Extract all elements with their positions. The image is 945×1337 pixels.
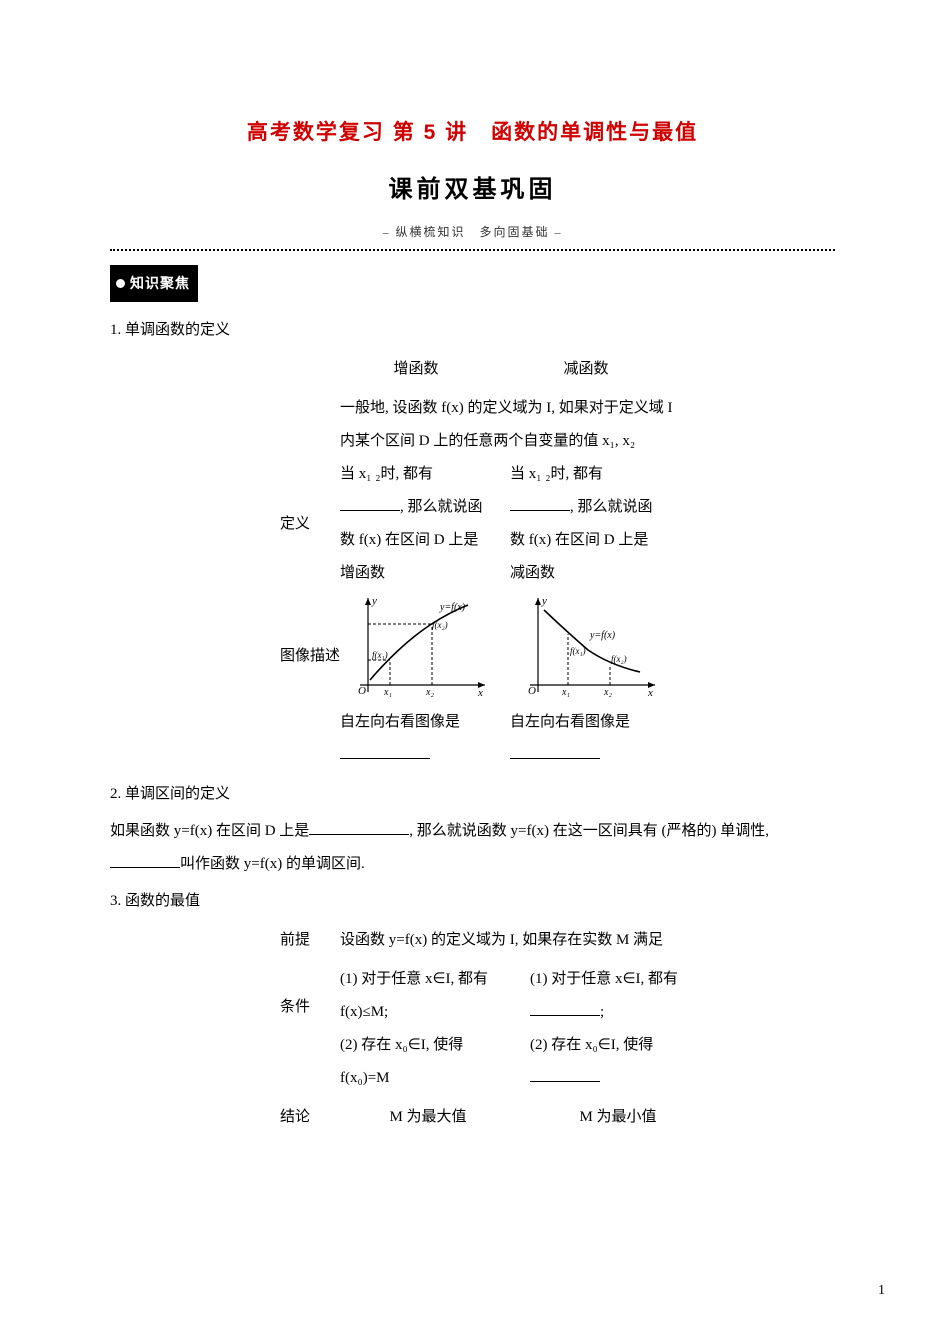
page-title: 高考数学复习 第 5 讲 函数的单调性与最值 bbox=[110, 110, 835, 156]
svg-text:f(x₂): f(x₂) bbox=[611, 654, 627, 664]
col-b-header: 减函数 bbox=[510, 353, 680, 386]
def-dec-2: , 那么就说函数 f(x) 在区间 D 上是减函数 bbox=[510, 499, 653, 581]
definition-intro: 一般地, 设函数 f(x) 的定义域为 I, 如果对于定义域 I 内某个区间 D… bbox=[340, 392, 680, 458]
blank bbox=[510, 497, 570, 511]
premise-text: 设函数 y=f(x) 的定义域为 I, 如果存在实数 M 满足 bbox=[340, 924, 720, 957]
cond-min-1a: (1) 对于任意 x∈I, 都有 bbox=[530, 971, 678, 987]
condition-label: 条件 bbox=[280, 963, 340, 1024]
col-a-header: 增函数 bbox=[340, 353, 510, 386]
decreasing-graph: y x O y=f(x) x₁ x₂ f(x₁) f(x₂) bbox=[510, 590, 660, 700]
premise-label: 前提 bbox=[280, 924, 340, 957]
section-3-head: 3. 函数的最值 bbox=[110, 885, 835, 918]
divider bbox=[110, 249, 835, 251]
cond-col-min: (1) 对于任意 x∈I, 都有; (2) 存在 x₀∈I, 使得 bbox=[530, 963, 720, 1095]
svg-text:f(x₁): f(x₁) bbox=[372, 650, 388, 660]
conclusion-label: 结论 bbox=[280, 1101, 340, 1134]
conc-max: M 为最大值 bbox=[340, 1101, 530, 1134]
conc-min: M 为最小值 bbox=[530, 1101, 720, 1134]
blank bbox=[530, 1068, 600, 1082]
blank bbox=[340, 745, 430, 759]
svg-text:x₂: x₂ bbox=[603, 687, 612, 698]
svg-text:y=f(x): y=f(x) bbox=[439, 602, 466, 613]
s2-t2: , 那么就说函数 y=f(x) 在这一区间具有 (严格的) 单调性, bbox=[409, 823, 769, 839]
svg-text:x: x bbox=[477, 687, 483, 699]
extremum-table: 前提 设函数 y=f(x) 的定义域为 I, 如果存在实数 M 满足 条件 (1… bbox=[280, 924, 835, 1134]
row-img-label: 图像描述 bbox=[280, 590, 340, 673]
blank bbox=[309, 821, 409, 835]
blank bbox=[110, 854, 180, 868]
pre-class-banner: 课前双基巩固 bbox=[110, 164, 835, 217]
img-dec-text: 自左向右看图像是 bbox=[510, 714, 630, 730]
cond-col-max: (1) 对于任意 x∈I, 都有 f(x)≤M; (2) 存在 x₀∈I, 使得… bbox=[340, 963, 530, 1095]
svg-text:f(x₂): f(x₂) bbox=[432, 620, 448, 630]
def-dec-1: 当 x₁ ₂时, 都有 bbox=[510, 466, 603, 482]
s2-t1: 如果函数 y=f(x) 在区间 D 上是 bbox=[110, 823, 309, 839]
blank bbox=[530, 1002, 600, 1016]
blank bbox=[340, 497, 400, 511]
svg-text:x₁: x₁ bbox=[383, 687, 392, 698]
def-inc-1: 当 x₁ ₂时, 都有 bbox=[340, 466, 433, 482]
monotone-table: 增函数 减函数 一般地, 设函数 f(x) 的定义域为 I, 如果对于定义域 I… bbox=[280, 353, 835, 772]
svg-text:y: y bbox=[371, 595, 377, 607]
s2-t3: 叫作函数 y=f(x) 的单调区间. bbox=[180, 856, 365, 872]
banner-note: – 纵横梳知识 多向固基础 – bbox=[110, 219, 835, 245]
def-col-dec: 当 x₁ ₂时, 都有 , 那么就说函数 f(x) 在区间 D 上是减函数 bbox=[510, 458, 680, 590]
svg-text:O: O bbox=[358, 685, 366, 697]
svg-text:x₁: x₁ bbox=[561, 687, 570, 698]
def-col-inc: 当 x₁ ₂时, 都有 , 那么就说函数 f(x) 在区间 D 上是增函数 bbox=[340, 458, 510, 590]
cond-max-1: (1) 对于任意 x∈I, 都有 f(x)≤M; bbox=[340, 963, 516, 1029]
svg-text:f(x₁): f(x₁) bbox=[570, 646, 586, 656]
section-2-body: 如果函数 y=f(x) 在区间 D 上是 , 那么就说函数 y=f(x) 在这一区… bbox=[110, 815, 835, 881]
cond-max-2: (2) 存在 x₀∈I, 使得 f(x₀)=M bbox=[340, 1029, 516, 1095]
banner-text: 课前双基巩固 bbox=[389, 164, 557, 217]
cond-min-2a: (2) 存在 x₀∈I, 使得 bbox=[530, 1037, 653, 1053]
img-col-inc: y x O y=f(x) x₁ x₂ f(x₁) f(x₂) 自左向右看图像是 bbox=[340, 590, 510, 772]
badge-text: 知识聚焦 bbox=[130, 275, 190, 291]
cond-min-1b: ; bbox=[600, 1004, 604, 1020]
svg-text:y=f(x): y=f(x) bbox=[589, 630, 616, 641]
img-col-dec: y x O y=f(x) x₁ x₂ f(x₁) f(x₂) 自左向右看图像是 bbox=[510, 590, 680, 772]
def-inc-2: , 那么就说函数 f(x) 在区间 D 上是增函数 bbox=[340, 499, 483, 581]
svg-text:x₂: x₂ bbox=[425, 687, 434, 698]
img-inc-text: 自左向右看图像是 bbox=[340, 714, 460, 730]
svg-text:O: O bbox=[528, 685, 536, 697]
section-2-head: 2. 单调区间的定义 bbox=[110, 778, 835, 811]
section-1-head: 1. 单调函数的定义 bbox=[110, 314, 835, 347]
svg-text:y: y bbox=[541, 595, 547, 607]
row-def-label: 定义 bbox=[280, 458, 340, 541]
increasing-graph: y x O y=f(x) x₁ x₂ f(x₁) f(x₂) bbox=[340, 590, 490, 700]
blank bbox=[510, 745, 600, 759]
page-number: 1 bbox=[878, 1276, 885, 1307]
svg-text:x: x bbox=[647, 687, 653, 699]
section-badge: 知识聚焦 bbox=[110, 265, 198, 302]
